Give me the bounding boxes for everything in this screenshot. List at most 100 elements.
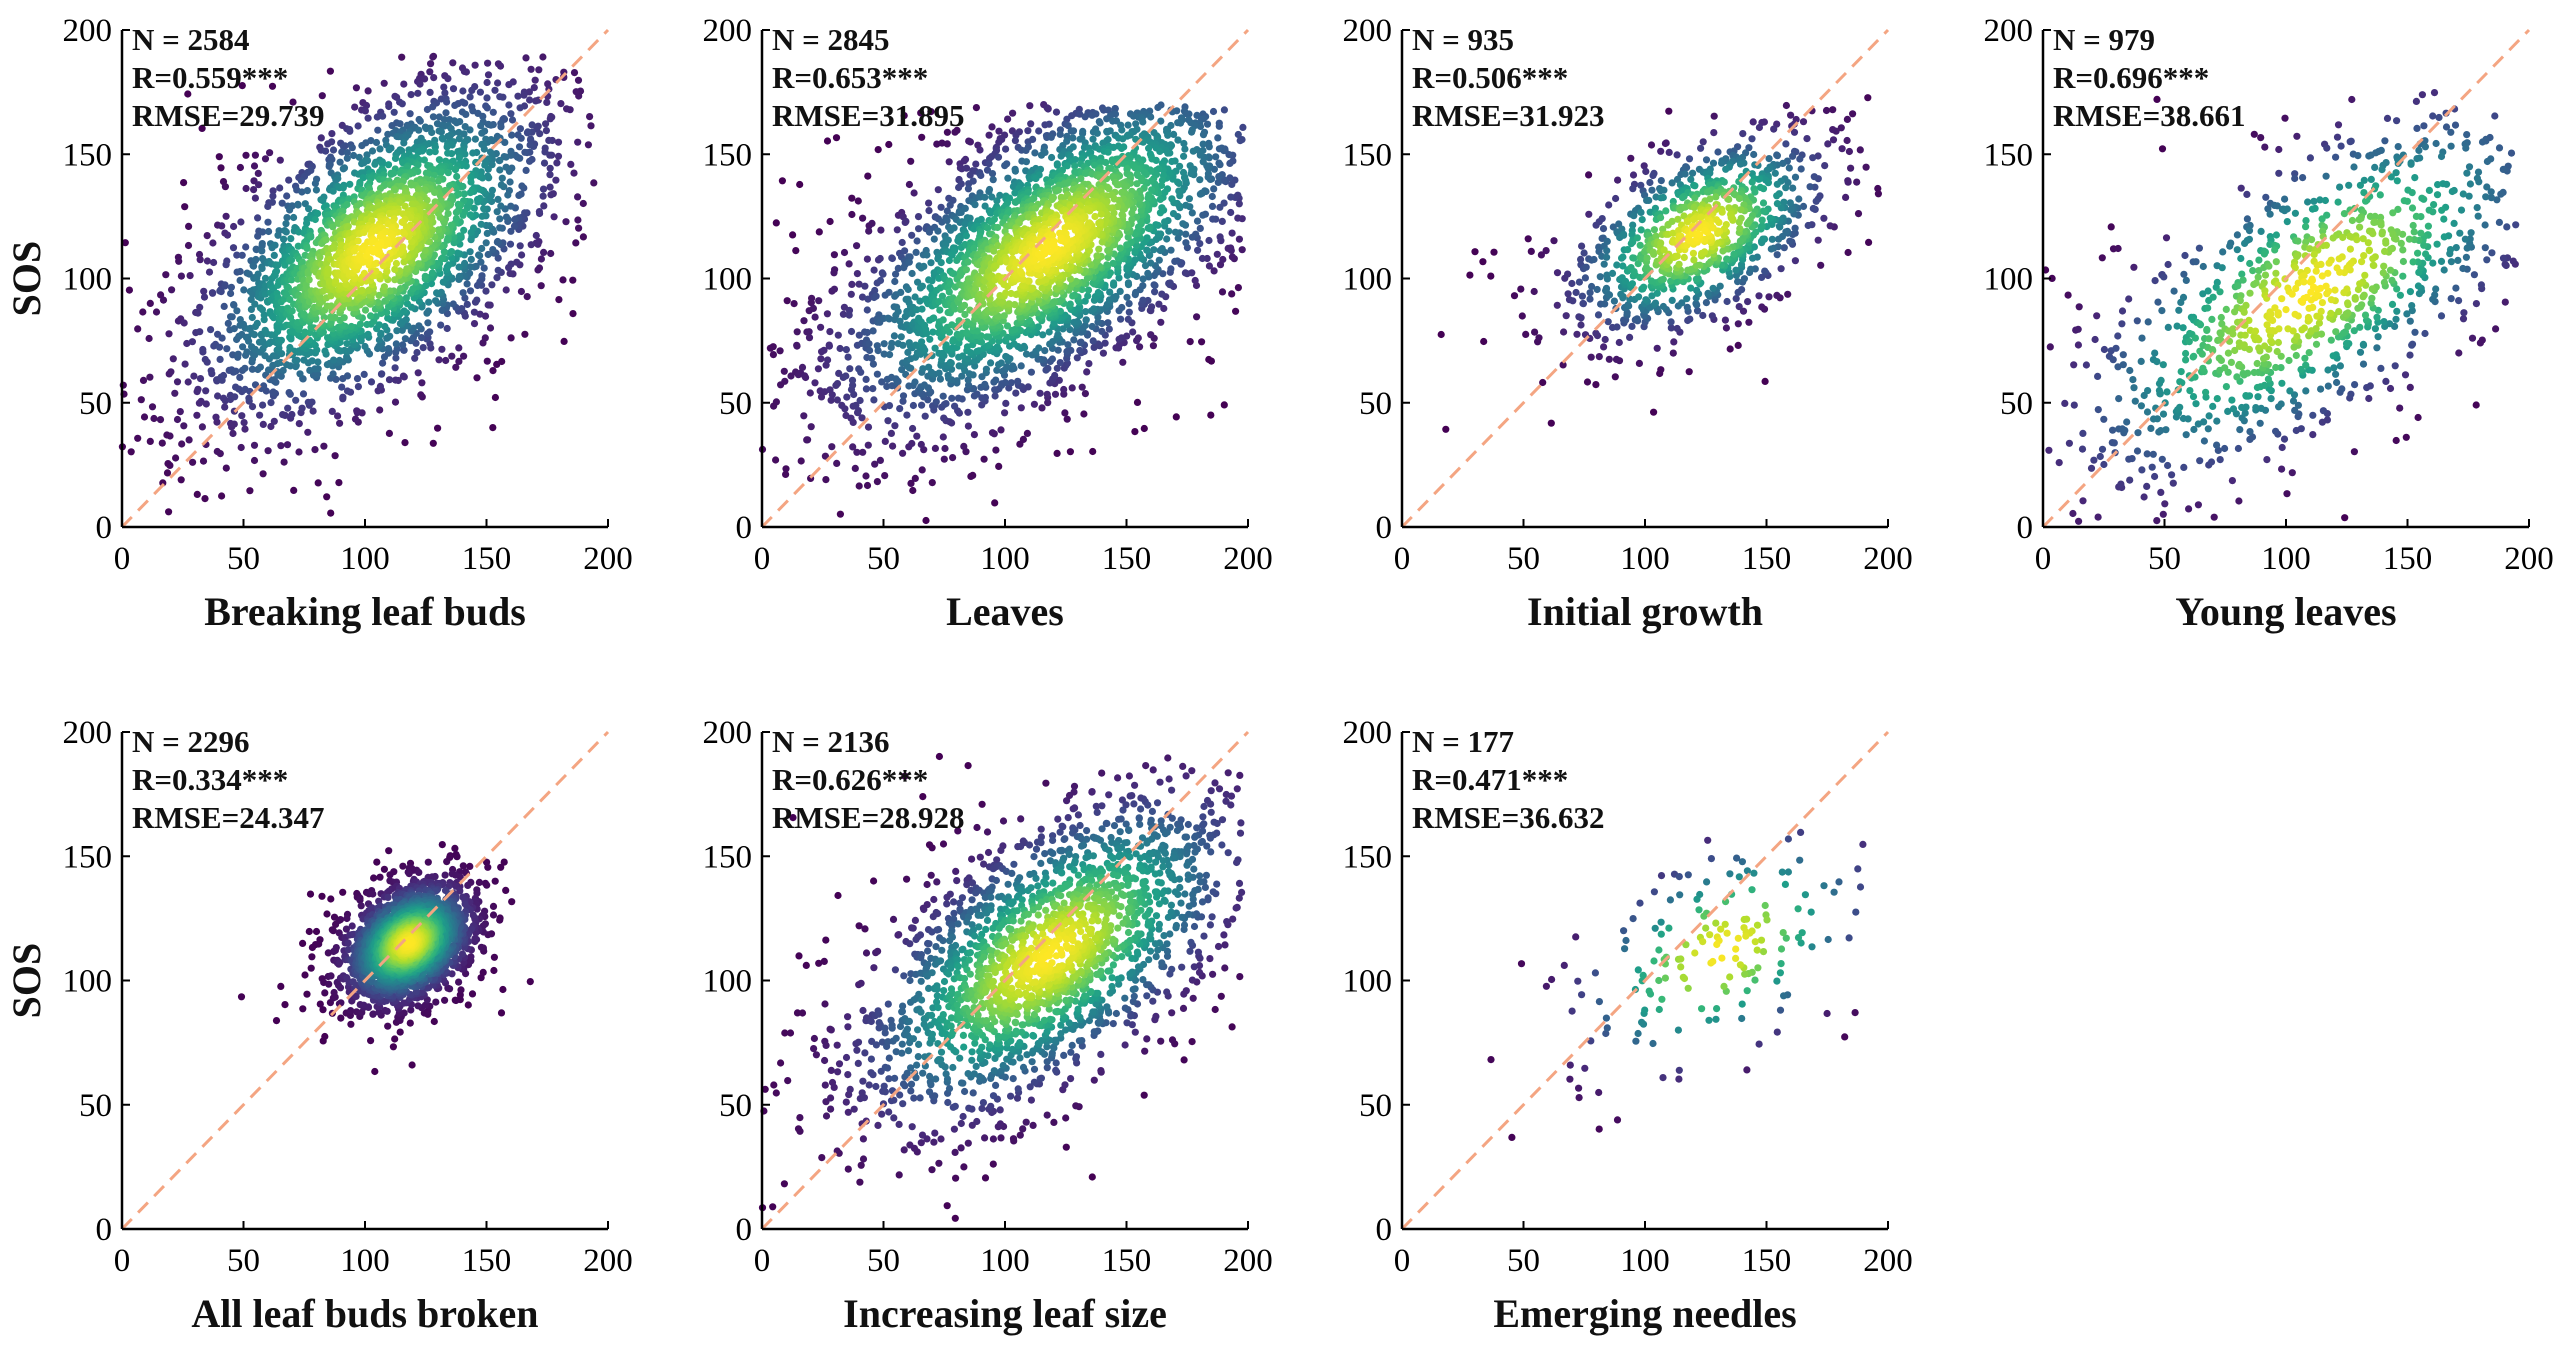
data-point (830, 251, 839, 259)
data-point (220, 302, 228, 310)
data-point (869, 385, 877, 393)
data-point (1014, 377, 1022, 385)
data-point (276, 184, 284, 192)
data-point (830, 269, 838, 277)
data-point (385, 376, 394, 384)
data-point (162, 271, 170, 279)
data-point (537, 255, 546, 263)
data-point (1132, 288, 1140, 297)
data-point (535, 208, 544, 216)
data-point (1099, 349, 1107, 357)
data-point (268, 198, 276, 206)
data-point (574, 193, 582, 201)
data-point (1139, 282, 1147, 290)
data-point (444, 75, 452, 83)
data-point (532, 231, 540, 240)
data-point (546, 171, 554, 179)
data-point (261, 155, 270, 163)
data-point (319, 197, 327, 205)
data-point (944, 371, 952, 379)
data-point (159, 479, 167, 487)
data-point (152, 308, 161, 316)
data-point (1158, 290, 1166, 298)
data-point (352, 84, 360, 92)
data-point (379, 112, 387, 120)
data-point (227, 289, 235, 298)
data-point (1188, 209, 1196, 217)
data-point (483, 78, 491, 87)
data-point (418, 334, 426, 342)
data-point (469, 149, 477, 157)
data-point (972, 104, 981, 112)
data-point (945, 256, 954, 265)
data-point (1043, 390, 1051, 398)
data-point (522, 54, 530, 62)
data-point (288, 276, 296, 284)
data-point (496, 215, 504, 223)
data-point (415, 297, 423, 305)
data-point (290, 486, 298, 494)
data-point (343, 149, 351, 157)
data-point (501, 138, 509, 146)
data-point (1164, 131, 1172, 139)
data-point (1069, 127, 1078, 135)
data-point (359, 169, 367, 177)
data-point (229, 244, 238, 252)
data-point (461, 99, 469, 107)
data-point (909, 401, 918, 410)
data-point (172, 454, 180, 462)
data-point (358, 286, 366, 294)
data-point (1094, 288, 1102, 297)
data-point (1125, 300, 1133, 308)
data-point (943, 140, 951, 148)
data-point (826, 328, 834, 336)
data-point (925, 363, 933, 371)
data-point (1070, 336, 1078, 344)
data-point (493, 238, 501, 246)
data-point (800, 317, 808, 325)
data-point (507, 227, 515, 235)
data-point (863, 306, 871, 314)
data-point (940, 414, 948, 422)
data-point (939, 392, 947, 400)
data-point (823, 137, 832, 145)
data-point (459, 289, 467, 297)
data-point (990, 247, 998, 255)
data-point (1066, 300, 1074, 308)
data-point (279, 366, 287, 375)
data-point (480, 205, 488, 213)
data-point (164, 460, 172, 468)
data-point (833, 459, 841, 467)
data-point (783, 297, 791, 305)
data-point (921, 412, 929, 420)
data-point (240, 286, 248, 294)
data-point (250, 331, 258, 339)
data-point (196, 256, 204, 264)
data-point (1144, 194, 1152, 202)
data-point (223, 345, 231, 353)
data-point (259, 470, 267, 478)
data-point (934, 227, 942, 235)
data-point (338, 148, 346, 156)
data-point (278, 199, 286, 207)
data-point (193, 490, 201, 498)
data-point (435, 156, 443, 164)
data-point (995, 462, 1003, 470)
data-point (373, 113, 381, 121)
data-point (525, 88, 534, 96)
data-point (264, 447, 272, 455)
data-point (1129, 328, 1137, 336)
data-point (528, 121, 536, 129)
data-point (1186, 162, 1194, 170)
data-point (484, 59, 492, 67)
data-point (236, 373, 244, 381)
data-point (1143, 234, 1151, 242)
data-point (866, 346, 874, 355)
data-point (169, 355, 177, 363)
data-point (476, 310, 484, 318)
data-point (579, 233, 588, 241)
data-point (1063, 415, 1071, 423)
data-point (518, 182, 526, 190)
data-point (267, 399, 275, 407)
data-point (921, 321, 929, 329)
